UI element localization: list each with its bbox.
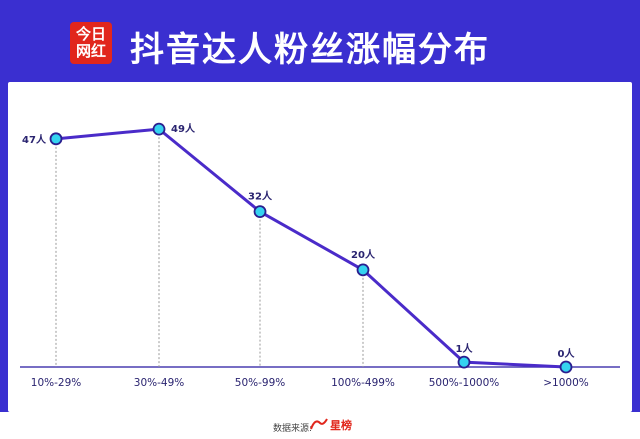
data-point-0 (49, 132, 63, 146)
brand-logo-icon (310, 418, 328, 430)
data-point-5 (559, 360, 573, 374)
line-chart: 47人 49人 32人 20人 1人 0人 10%-29% 30%-49% 50%-99% 100… (20, 122, 620, 389)
brand-name: 星榜 (330, 419, 352, 432)
x-tick-label-0: 10%-29% (31, 377, 81, 389)
x-tick-label-2: 50%-99% (235, 377, 285, 389)
logo-line2: 网红 (75, 42, 106, 60)
x-tick-label-1: 30%-49% (134, 377, 184, 389)
chart-panel: 47人 49人 32人 20人 1人 0人 10%-29% 30%-49% 50%-99% 100… (8, 82, 632, 412)
x-tick-label-4: 500%-1000% (429, 377, 500, 389)
x-tick-label-5: >1000% (543, 377, 589, 389)
x-tick-label-3: 100%-499% (331, 377, 395, 389)
data-point-2 (253, 205, 267, 219)
chart-title: 抖音达人粉丝涨幅分布 (130, 30, 490, 70)
source-label: 数据来源: (273, 424, 313, 434)
data-point-1 (152, 122, 166, 136)
data-label-4: 1人 (456, 342, 474, 355)
logo-line1: 今日 (75, 25, 106, 43)
data-label-0: 47人 (22, 133, 47, 146)
data-label-5: 0人 (558, 347, 576, 360)
header: 今日 网红 抖音达人粉丝涨幅分布 (0, 0, 640, 82)
data-label-1: 49人 (171, 122, 196, 135)
series-line (55, 127, 567, 369)
data-point-4 (457, 355, 471, 369)
footer: 数据来源: 星榜 (0, 412, 640, 439)
data-label-3: 20人 (351, 248, 376, 261)
data-point-3 (356, 263, 370, 277)
logo: 今日 网红 (70, 22, 112, 64)
data-label-2: 32人 (248, 190, 273, 203)
